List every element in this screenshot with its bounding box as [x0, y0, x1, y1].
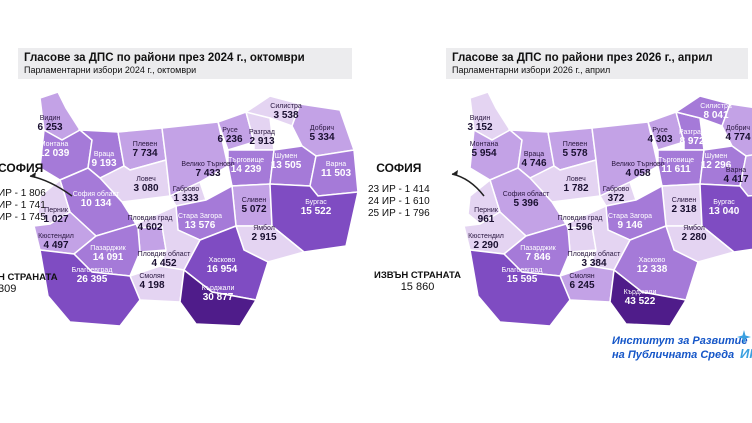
district-label-yambol: Ямбол 2 280 [681, 225, 707, 243]
district-label-plovdiv-city: Пловдив град 4 602 [127, 215, 173, 233]
left-sofia-title: СОФИЯ [0, 161, 44, 175]
district-label-yambol: Ямбол 2 915 [251, 225, 277, 243]
left-map-regions [33, 91, 359, 327]
district-label-vidin: Видин 6 253 [37, 115, 63, 133]
district-label-burgas: Бургас 13 040 [708, 199, 740, 217]
right-sofia-block: СОФИЯ 23 ИР - 1 414 24 ИР - 1 610 25 ИР … [368, 162, 430, 220]
district-label-varna: Варна 11 503 [320, 161, 352, 179]
right-abroad-label: ИЗВЪН СТРАНАТА [374, 270, 462, 281]
district-label-dobrich: Добрич 5 334 [309, 125, 335, 143]
district-label-sofia-obl: София област 5 396 [502, 191, 550, 209]
right-sofia-line: 25 ИР - 1 796 [368, 208, 430, 219]
district-label-pazardzhik: Пазарджик 14 091 [90, 245, 126, 263]
district-label-sliven: Сливен 2 318 [671, 197, 697, 215]
left-title-box: Гласове за ДПС по райони през 2024 г., о… [18, 48, 352, 79]
region-kardzhali [179, 268, 258, 327]
right-title: Гласове за ДПС по райони през 2026 г., а… [452, 52, 713, 64]
district-label-smolyan: Смолян 4 198 [139, 273, 165, 291]
district-label-smolyan: Смолян 6 245 [569, 273, 595, 291]
district-label-targovishte: Търговище 14 239 [227, 157, 265, 175]
district-label-gabrovo: Габрово 372 [602, 186, 630, 204]
left-title: Гласове за ДПС по райони през 2024 г., о… [24, 52, 305, 64]
district-label-kardzhali: Кърджали 30 877 [201, 285, 235, 303]
district-label-haskovo: Хасково 12 338 [636, 257, 668, 275]
left-sofia-block: СОФИЯ ИР - 1 806 ИР - 1 741 ИР - 1 745 [0, 162, 46, 224]
district-label-lovech: Ловеч 3 080 [133, 176, 159, 194]
district-label-sliven: Сливен 5 072 [241, 197, 267, 215]
left-sofia-line: ИР - 1 745 [0, 212, 46, 223]
district-label-plovdiv-city: Пловдив град 1 596 [557, 215, 603, 233]
region-blagoevgrad [39, 249, 141, 327]
district-label-haskovo: Хасково 16 954 [206, 257, 238, 275]
region-kardzhali [609, 268, 688, 327]
left-abroad-value: 309 [0, 283, 17, 295]
logo-line-1: Институт за Развитие [612, 335, 748, 347]
district-label-pleven: Плевен 7 734 [132, 141, 158, 159]
district-label-blagoevgrad: Благоевград 15 595 [501, 267, 543, 285]
district-label-kardzhali: Кърджали 43 522 [623, 289, 657, 307]
district-label-silistra: Силистра 3 538 [270, 103, 302, 121]
logo-short: ИР [740, 346, 752, 361]
district-label-pazardzhik: Пазарджик 7 846 [520, 245, 556, 263]
district-label-kyustendil: Кюстендил 4 497 [38, 233, 74, 251]
district-label-dobrich: Добрич 4 774 [725, 125, 751, 143]
district-label-gabrovo: Габрово 1 333 [172, 186, 200, 204]
district-label-ruse: Русе 4 303 [647, 127, 673, 145]
institute-logo: Институт за Развитие на Публичната Среда [612, 334, 747, 362]
left-abroad-label: Н СТРАНАТА [0, 272, 58, 283]
left-subtitle: Парламентарни избори 2024 г., октомври [24, 65, 197, 75]
district-label-silistra: Силистра 8 041 [700, 103, 732, 121]
right-map-regions [463, 91, 752, 327]
district-label-burgas: Бургас 15 522 [300, 199, 332, 217]
district-label-plovdiv-obl: Пловдив област 4 452 [137, 251, 191, 269]
logo-star-icon [737, 330, 751, 344]
district-label-razgrad: Разград 8 972 [679, 129, 705, 147]
district-label-vidin: Видин 3 152 [467, 115, 493, 133]
district-label-stzagora: Стара Загора 9 146 [607, 213, 653, 231]
logo-line-2: на Публичната Среда [612, 349, 735, 361]
sofia-arrow-left-head [30, 172, 36, 178]
right-sofia-line: 23 ИР - 1 414 [368, 184, 430, 195]
region-blagoevgrad [469, 249, 571, 327]
district-label-blagoevgrad: Благоевград 26 395 [71, 267, 113, 285]
district-label-shumen: Шумен 12 296 [700, 153, 732, 171]
district-label-kyustendil: Кюстендил 2 290 [468, 233, 504, 251]
district-label-vratsa: Враца 9 193 [91, 151, 117, 169]
district-label-shumen: Шумен 13 505 [270, 153, 302, 171]
district-label-lovech: Ловеч 1 782 [563, 176, 589, 194]
right-abroad-block: ИЗВЪН СТРАНАТА 15 860 [374, 270, 461, 293]
district-label-targovishte: Търговище 11 611 [657, 157, 695, 175]
district-label-sofia-obl: София област 10 134 [72, 191, 120, 209]
region-varna [739, 154, 752, 197]
district-label-vtarnovo: Велико Търново 4 058 [611, 161, 665, 179]
district-label-vtarnovo: Велико Търново 7 433 [181, 161, 235, 179]
district-label-plovdiv-obl: Пловдив област 3 384 [567, 251, 621, 269]
right-sofia-title: СОФИЯ [376, 161, 422, 175]
district-label-vratsa: Враца 4 746 [521, 151, 547, 169]
right-abroad-value: 15 860 [400, 281, 435, 293]
left-sofia-line: ИР - 1 741 [0, 200, 46, 211]
district-label-montana: Монтана 12 039 [38, 141, 70, 159]
district-label-pernik: Перник 1 027 [43, 207, 69, 225]
district-label-pernik: Перник 961 [474, 207, 498, 225]
district-label-razgrad: Разград 2 913 [249, 129, 275, 147]
district-label-montana: Монтана 5 954 [469, 141, 499, 159]
right-subtitle: Парламентарни избори 2026 г., април [452, 65, 611, 75]
left-abroad-block: Н СТРАНАТА 309 [0, 272, 58, 295]
district-label-stzagora: Стара Загора 13 576 [177, 213, 223, 231]
district-label-pleven: Плевен 5 578 [562, 141, 588, 159]
left-sofia-line: ИР - 1 806 [0, 188, 46, 199]
district-label-varna: Варна 4 417 [723, 167, 749, 185]
district-label-ruse: Русе 6 236 [217, 127, 243, 145]
sofia-arrow-right-head [452, 170, 458, 176]
right-sofia-line: 24 ИР - 1 610 [368, 196, 430, 207]
right-title-box: Гласове за ДПС по райони през 2026 г., а… [446, 48, 748, 79]
